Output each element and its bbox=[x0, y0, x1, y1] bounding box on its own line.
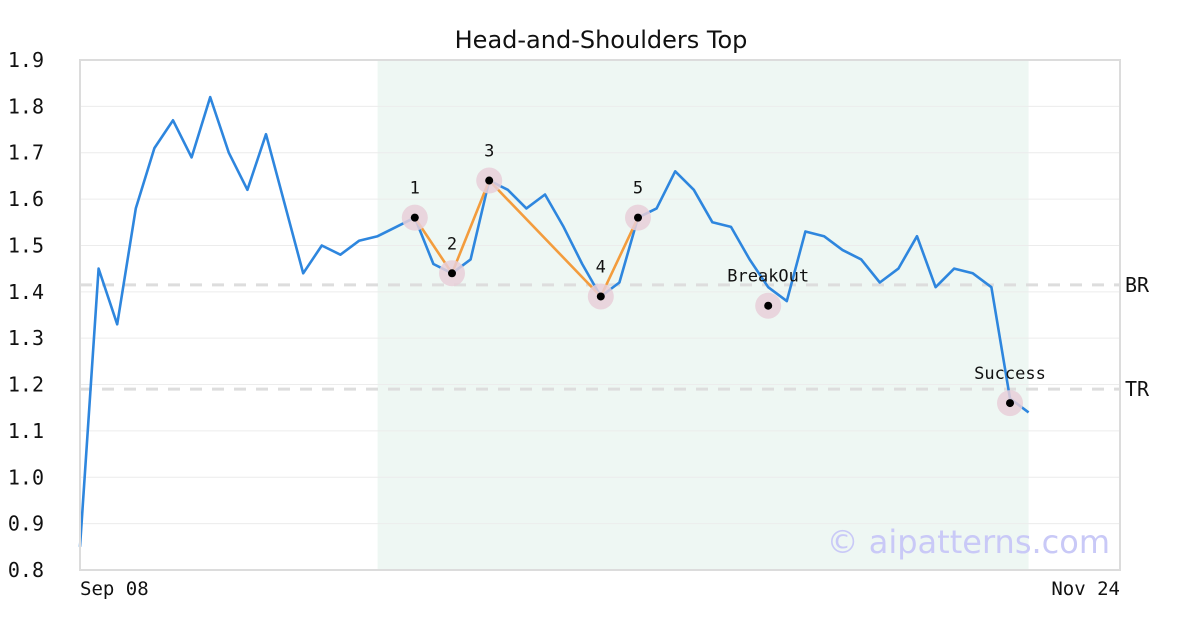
pattern-point-5-dot bbox=[634, 213, 642, 222]
pattern-point-1-dot bbox=[410, 213, 419, 222]
chart-title: Head-and-Shoulders Top bbox=[455, 26, 748, 54]
event-success-dot bbox=[1006, 399, 1014, 408]
y-tick-label: 1.3 bbox=[8, 326, 44, 350]
y-tick-label: 1.4 bbox=[8, 280, 44, 304]
plot-frame bbox=[79, 59, 1121, 571]
y-tick-label: 1.6 bbox=[8, 187, 44, 211]
pattern-point-3-dot bbox=[485, 176, 494, 185]
pattern-point-4-dot bbox=[596, 292, 605, 301]
pattern-point-label-4: 4 bbox=[596, 257, 606, 277]
pattern-highlight-band bbox=[377, 60, 1029, 570]
level-label-br: BR bbox=[1125, 273, 1150, 297]
pattern-point-2-dot bbox=[448, 269, 456, 278]
x-tick-label-end: Nov 24 bbox=[1051, 578, 1120, 600]
y-tick-label: 1.0 bbox=[8, 465, 44, 489]
level-lines: BR TR bbox=[80, 273, 1150, 401]
y-tick-label: 0.8 bbox=[8, 558, 44, 582]
y-tick-label: 1.2 bbox=[8, 373, 44, 397]
pattern-point-label-2: 2 bbox=[447, 234, 457, 254]
price-line bbox=[78, 95, 1030, 547]
pattern-point-label-3: 3 bbox=[484, 142, 494, 162]
y-tick-label: 1.7 bbox=[8, 141, 44, 165]
event-label-success: Success bbox=[974, 364, 1046, 384]
y-axis-ticks: 0.8 0.9 1.0 1.1 1.2 1.3 1.4 1.5 1.6 1.7 1.8 1.9 bbox=[8, 48, 44, 582]
price-series bbox=[78, 95, 1030, 547]
event-breakout-dot bbox=[764, 301, 773, 310]
pattern-point-label-1: 1 bbox=[410, 179, 420, 199]
y-tick-label: 1.5 bbox=[8, 233, 44, 257]
y-tick-label: 1.8 bbox=[8, 94, 44, 118]
y-tick-label: 1.1 bbox=[8, 419, 44, 443]
y-tick-label: 0.9 bbox=[8, 512, 44, 536]
watermark: © aipatterns.com bbox=[827, 523, 1110, 561]
event-label-breakout: BreakOut bbox=[727, 267, 809, 287]
pattern-markers: 1 2 3 4 5 BreakOut Success bbox=[401, 142, 1046, 417]
pattern-point-label-5: 5 bbox=[633, 179, 643, 199]
highlight-band bbox=[377, 60, 1029, 570]
y-tick-label: 1.9 bbox=[8, 48, 44, 72]
x-tick-label-start: Sep 08 bbox=[80, 578, 149, 600]
level-label-tr: TR bbox=[1125, 377, 1150, 401]
x-axis-ticks: Sep 08 Nov 24 bbox=[80, 578, 1120, 600]
